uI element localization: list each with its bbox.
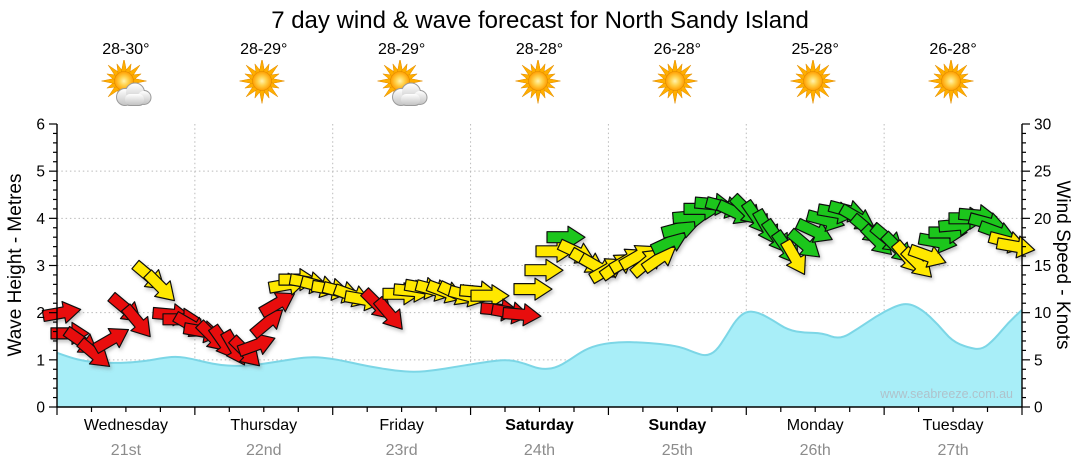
temp-range-label: 26-28° [653,41,701,58]
date-label: 21st [110,442,142,459]
y-axis-tick-label: 30 [1034,117,1052,134]
sun-icon [514,58,561,104]
watermark: www.seabreeze.com.au [880,387,1013,401]
y-axis-tick-label: 3 [36,258,45,275]
weather-icon-sun [237,58,291,112]
y-axis-tick-label: 20 [1034,211,1052,228]
day-label: Tuesday [922,417,984,434]
y-axis-tick-label: 0 [1034,400,1043,417]
wave-height-area [57,304,1022,407]
temp-range-label: 25-28° [791,41,839,58]
weather-icon-sun-cloud [99,58,153,112]
day-label: Monday [786,417,844,434]
y-axis-tick-label: 25 [1034,164,1051,181]
wind-arrow [470,284,510,308]
sun-icon [790,58,836,104]
y-axis-tick-label: 6 [36,117,45,134]
left-axis-title: Wave Height - Metres [5,173,26,357]
wind-arrow [143,269,176,302]
y-axis-tick-label: 1 [36,352,45,369]
wind-arrow [907,243,947,268]
wind-arrow [780,238,807,276]
wind-arrow [794,217,833,243]
wind-arrow [41,300,82,324]
weather-icon-sun-cloud [375,58,429,112]
date-label: 26th [799,442,831,459]
date-label: 27th [937,442,969,459]
date-label: 24th [523,442,556,459]
temp-range-label: 28-29° [240,41,288,58]
weather-icon-sun [926,58,980,112]
day-label: Sunday [648,417,707,434]
y-axis-tick-label: 10 [1034,305,1052,322]
date-label: 25th [661,442,693,459]
wind-arrow [786,227,821,258]
wind-arrow [513,277,553,301]
temp-range-label: 28-29° [377,41,426,58]
y-axis-tick-label: 15 [1034,258,1051,275]
y-axis-tick-label: 4 [36,211,45,228]
wave-height-line [56,303,1023,373]
wind-arrow [92,327,130,354]
wind-arrow [258,292,296,319]
weather-icon-sun [513,58,567,112]
wind-arrow [120,303,151,338]
y-axis-tick-label: 2 [36,305,45,322]
sun-icon [928,58,974,104]
sun-icon [652,58,698,104]
y-axis-tick-label: 0 [36,400,45,417]
temp-range-label: 26-28° [929,41,977,58]
wind-arrow [501,303,542,327]
temp-range-label: 28-28° [515,41,564,58]
wind-arrow [546,225,586,249]
sun-icon [239,58,285,104]
day-label: Friday [379,417,424,434]
date-label: 23rd [385,442,418,459]
wind-arrow [995,235,1036,259]
page-title: 7 day wind & wave forecast for North San… [271,7,809,34]
day-label: Thursday [230,417,298,434]
temp-range-label: 28-30° [102,41,150,58]
day-label: Saturday [505,417,574,434]
y-axis-tick-label: 5 [36,164,45,181]
wind-arrow [524,258,564,282]
y-axis-tick-label: 5 [1034,352,1043,369]
date-label: 22nd [245,442,282,459]
weather-icon-sun [788,58,842,112]
weather-icon-sun [650,58,704,112]
right-axis-title: Wind Speed - Knots [1052,180,1073,350]
wind-arrow [372,295,403,330]
day-label: Wednesday [83,417,169,434]
